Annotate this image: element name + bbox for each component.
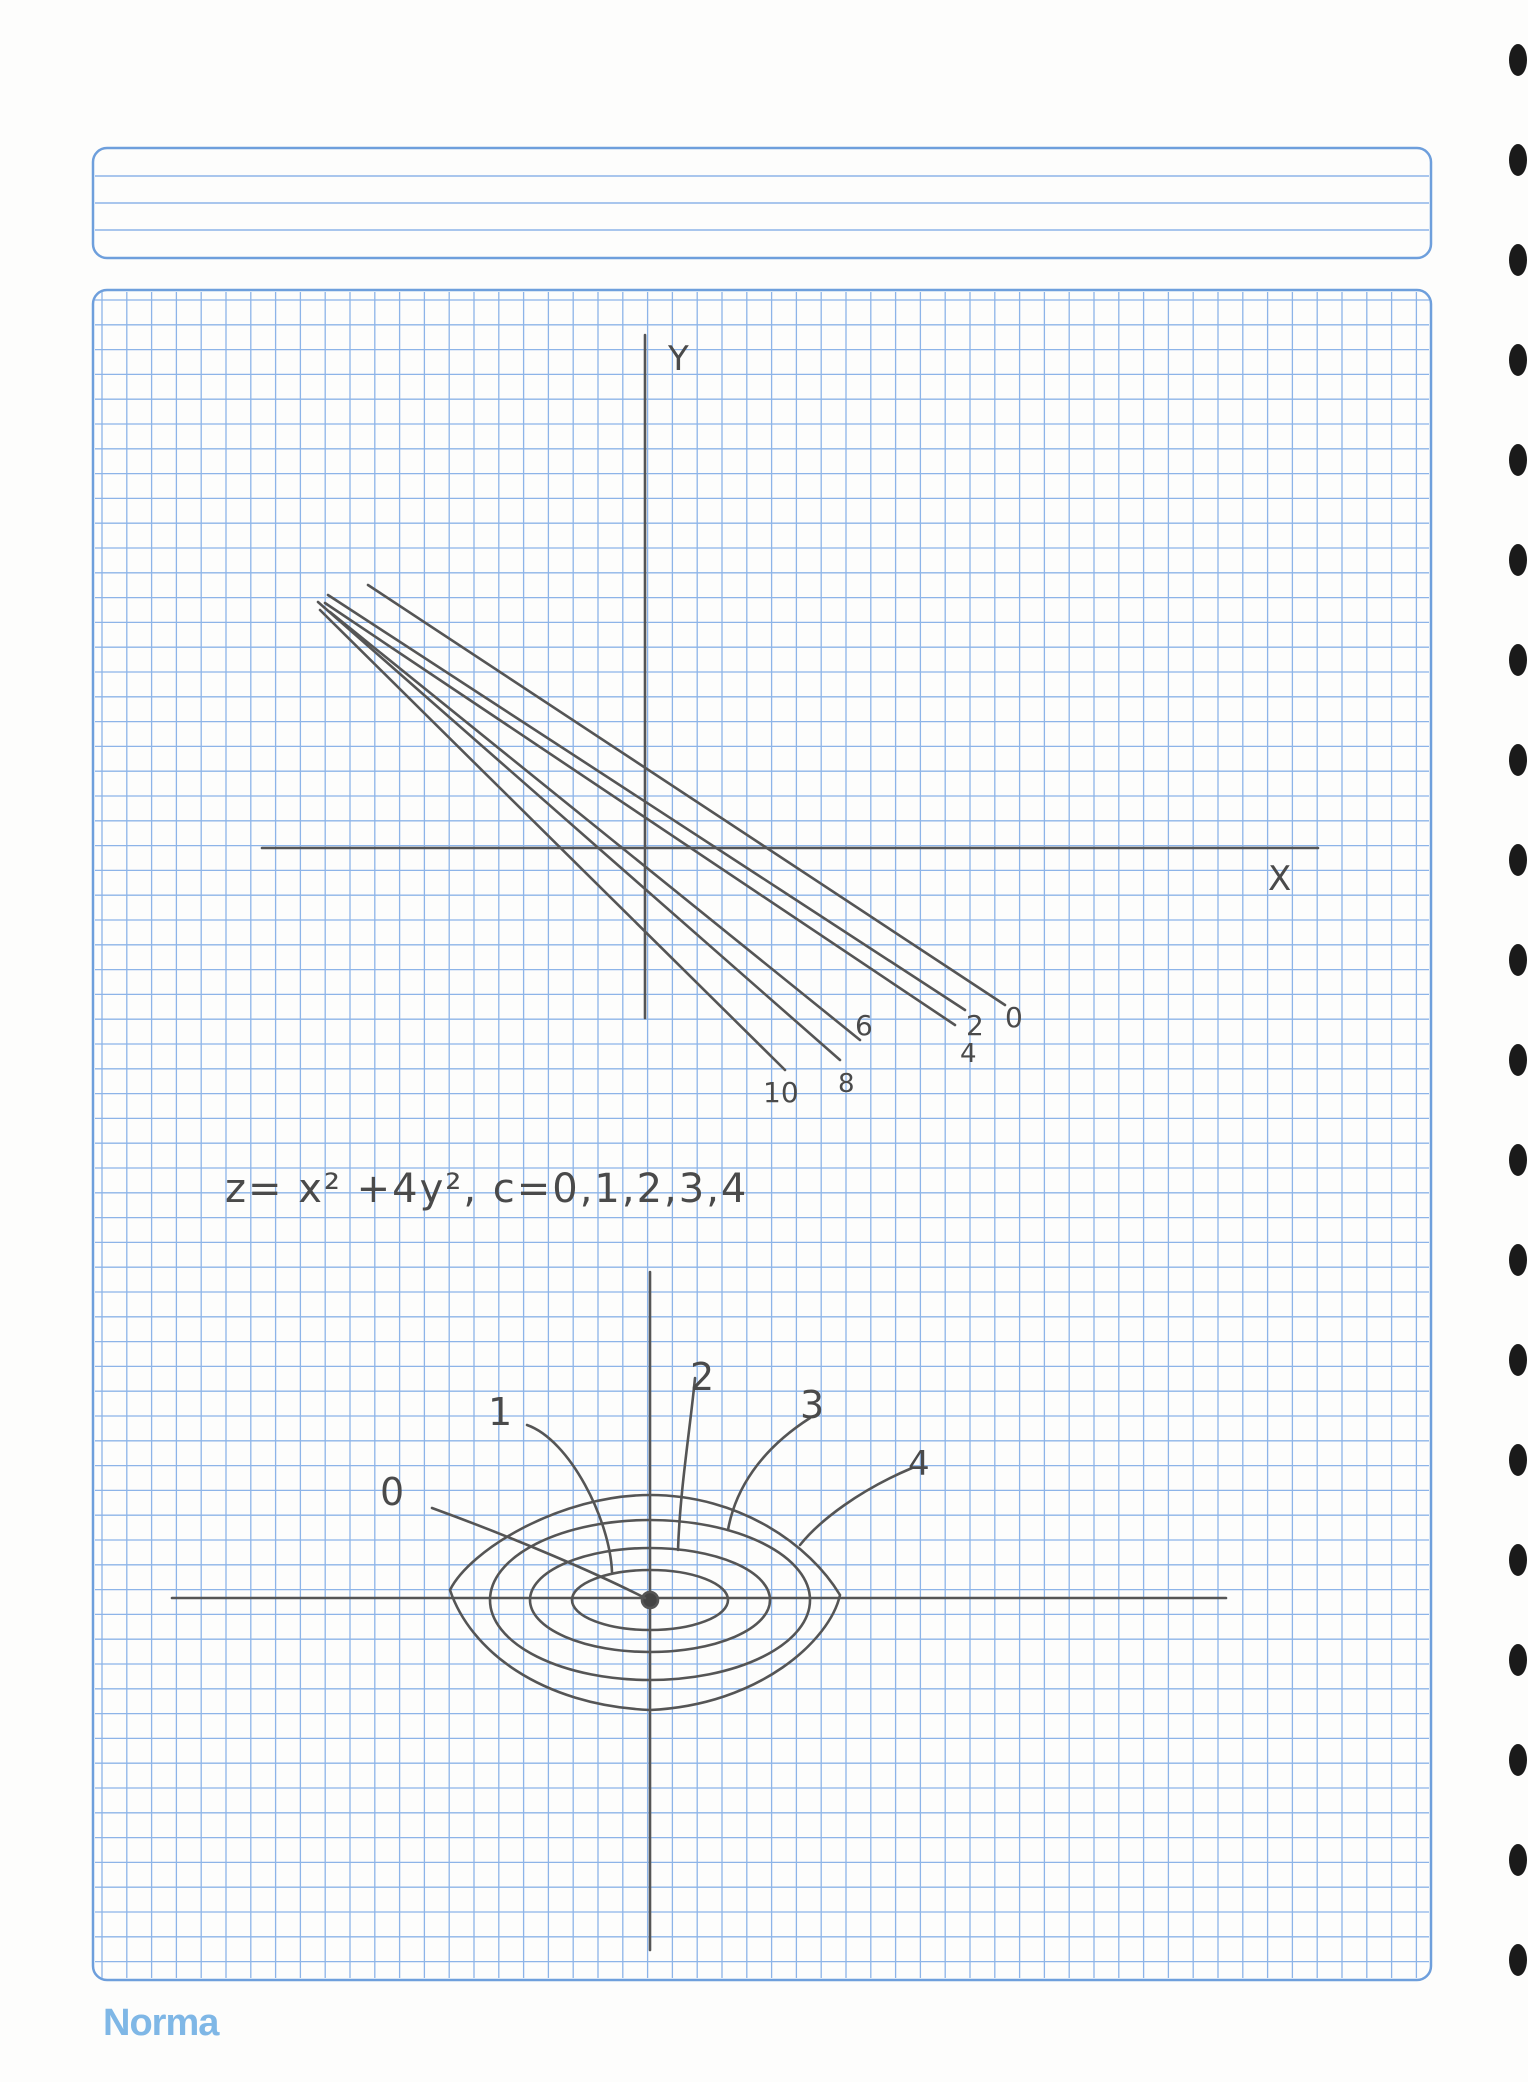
level-label-4: 4 [960, 1039, 977, 1069]
equation-text: z= x² +4y², c=0,1,2,3,4 [225, 1166, 748, 1212]
level-label-10: 10 [763, 1076, 799, 1109]
level-curve-3 [488, 1518, 812, 1682]
curve-label-0: 0 [380, 1470, 404, 1514]
sketch-level-curves [170, 1270, 1228, 1952]
level-label-8: 8 [838, 1069, 855, 1099]
level-label-0: 0 [1005, 1001, 1023, 1034]
spiral-holes [1509, 44, 1527, 1976]
grid-paper [91, 288, 1433, 1982]
level-line-0 [366, 583, 1007, 1007]
level-line-10 [318, 608, 787, 1072]
level-line-6 [328, 610, 862, 1042]
curve-label-1: 1 [488, 1390, 512, 1434]
brand-logo: Norma [103, 2002, 219, 2044]
sketch1-labels: Y X 0 2 4 6 8 10 [667, 339, 1291, 1109]
level-curve-1 [570, 1568, 730, 1632]
level-curve-2 [528, 1546, 772, 1654]
header-box [91, 146, 1433, 260]
level-line-4 [323, 601, 957, 1027]
sketch-level-lines [260, 333, 1320, 1072]
curve-label-3: 3 [800, 1383, 824, 1427]
sketch2-labels: 0 1 2 3 4 [380, 1355, 930, 1514]
level-label-6: 6 [855, 1009, 873, 1042]
y-axis-label: Y [667, 339, 689, 379]
x-axis-label: X [1268, 859, 1291, 899]
curve-label-4: 4 [908, 1444, 930, 1484]
origin-point [640, 1590, 660, 1610]
curve-label-2: 2 [690, 1355, 714, 1399]
level-line-2 [326, 593, 967, 1012]
level-curve-4 [448, 1493, 842, 1712]
level-line-8 [316, 600, 842, 1062]
level-label-2: 2 [966, 1009, 984, 1042]
